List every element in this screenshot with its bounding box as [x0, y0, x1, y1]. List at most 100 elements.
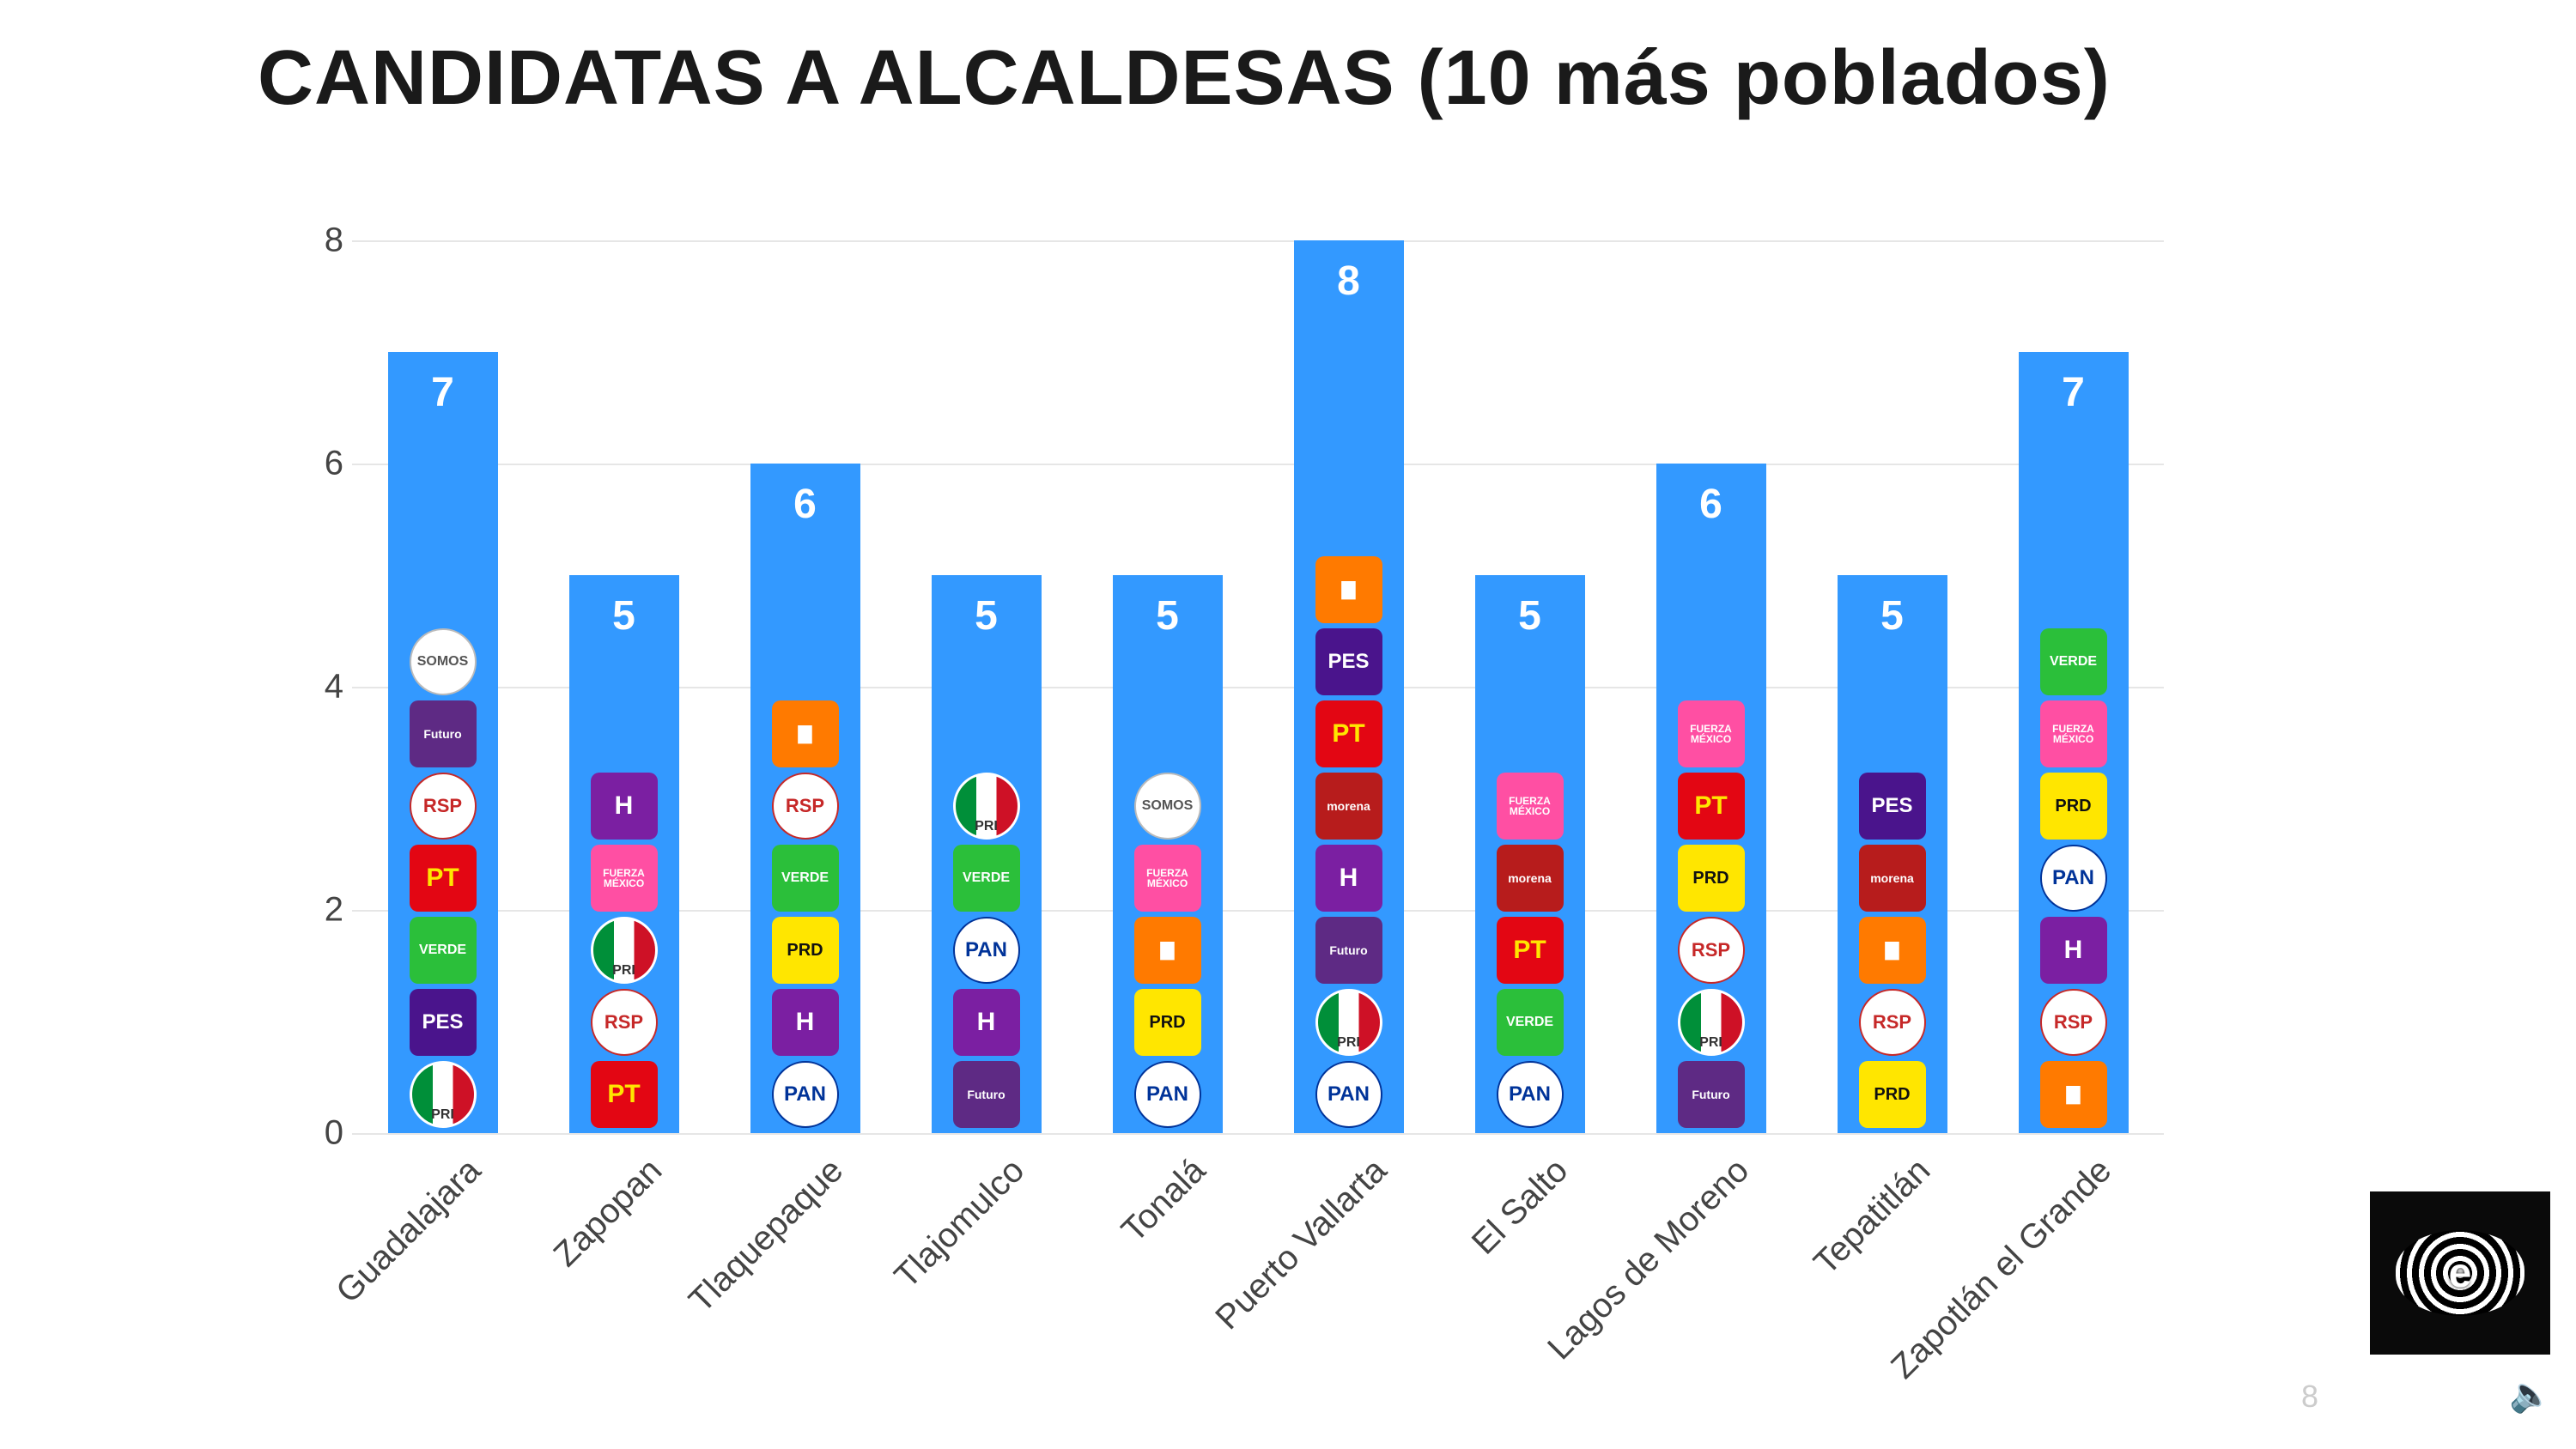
party-logo-morena: morena — [1497, 845, 1564, 912]
party-icon-stack: PANHPRDVERDERSP▇ — [772, 700, 839, 1128]
bar: 5 PANVERDEPTmorenaFUERZA MÉXICO — [1475, 575, 1585, 1133]
bar-value-label: 7 — [2019, 369, 2129, 416]
party-logo-pri: PRI — [953, 773, 1020, 840]
x-tick-label: El Salto — [1446, 1133, 1576, 1263]
x-tick-label: Tlaquepaque — [663, 1133, 850, 1320]
party-logo-somos: SOMOS — [1134, 773, 1201, 840]
party-logo-futuro: Futuro — [953, 1061, 1020, 1128]
bar-value-label: 6 — [750, 481, 860, 528]
x-tick-label: Tepatitlán — [1788, 1133, 1937, 1282]
party-logo-hagamos: H — [2040, 917, 2107, 984]
grid-line — [352, 240, 2164, 242]
page-number: 8 — [2301, 1379, 2318, 1415]
party-logo-mc: ▇ — [2040, 1061, 2107, 1128]
party-logo-verde: VERDE — [2040, 628, 2107, 695]
party-icon-stack: ▇RSPHPANPRDFUERZA MÉXICOVERDE — [2040, 628, 2107, 1128]
party-logo-fuerza: FUERZA MÉXICO — [1678, 700, 1745, 767]
bar-value-label: 5 — [569, 592, 679, 640]
bar-value-label: 7 — [388, 369, 498, 416]
bar-value-label: 8 — [1294, 258, 1404, 305]
party-logo-pri: PRI — [591, 917, 658, 984]
eye-icon — [2396, 1230, 2524, 1316]
party-logo-prd: PRD — [1678, 845, 1745, 912]
party-logo-morena: morena — [1859, 845, 1926, 912]
page-title: CANDIDATAS A ALCALDESAS (10 más poblados… — [258, 34, 2111, 123]
party-logo-hagamos: H — [1315, 845, 1382, 912]
party-logo-pri: PRI — [1678, 989, 1745, 1056]
party-logo-futuro: Futuro — [1678, 1061, 1745, 1128]
party-logo-hagamos: H — [591, 773, 658, 840]
grid-line — [352, 464, 2164, 465]
party-logo-prd: PRD — [1859, 1061, 1926, 1128]
party-logo-futuro: Futuro — [410, 700, 477, 767]
speaker-muted-icon: 🔈 — [2509, 1374, 2552, 1415]
party-logo-rsp: RSP — [772, 773, 839, 840]
party-logo-rsp: RSP — [410, 773, 477, 840]
y-tick-label: 0 — [301, 1114, 343, 1153]
party-logo-verde: VERDE — [410, 917, 477, 984]
bar: 6 PANHPRDVERDERSP▇ — [750, 464, 860, 1133]
party-logo-fuerza: FUERZA MÉXICO — [1497, 773, 1564, 840]
party-logo-pes: PES — [410, 989, 477, 1056]
party-logo-mc: ▇ — [772, 700, 839, 767]
party-logo-hagamos: H — [953, 989, 1020, 1056]
party-icon-stack: PANPRD▇FUERZA MÉXICOSOMOS — [1134, 773, 1201, 1128]
x-tick-label: Guadalajara — [310, 1133, 488, 1311]
plot-area: 024687PRIPESVERDEPTRSPFuturoSOMOSGuadala… — [352, 240, 2164, 1133]
party-logo-pan: PAN — [772, 1061, 839, 1128]
party-logo-pt: PT — [1497, 917, 1564, 984]
party-logo-fuerza: FUERZA MÉXICO — [1134, 845, 1201, 912]
party-logo-rsp: RSP — [1678, 917, 1745, 984]
party-logo-pan: PAN — [1315, 1061, 1382, 1128]
party-logo-pan: PAN — [953, 917, 1020, 984]
bar: 5 PTRSPPRIFUERZA MÉXICOH — [569, 575, 679, 1133]
party-logo-verde: VERDE — [1497, 989, 1564, 1056]
party-icon-stack: PRIPESVERDEPTRSPFuturoSOMOS — [410, 628, 477, 1128]
party-logo-pri: PRI — [410, 1061, 477, 1128]
party-logo-rsp: RSP — [591, 989, 658, 1056]
bar-value-label: 5 — [1838, 592, 1947, 640]
bar-chart: Total mujeres candidatas 024687PRIPESVER… — [249, 240, 2164, 1167]
party-icon-stack: PRDRSP▇morenaPES — [1859, 773, 1926, 1128]
party-logo-somos: SOMOS — [410, 628, 477, 695]
bar: 6 FuturoPRIRSPPRDPTFUERZA MÉXICO — [1656, 464, 1766, 1133]
party-logo-pt: PT — [591, 1061, 658, 1128]
bar-value-label: 5 — [932, 592, 1042, 640]
x-tick-label: Tlajomulco — [869, 1133, 1032, 1296]
party-icon-stack: FuturoHPANVERDEPRI — [953, 773, 1020, 1128]
party-logo-prd: PRD — [1134, 989, 1201, 1056]
party-icon-stack: FuturoPRIRSPPRDPTFUERZA MÉXICO — [1678, 700, 1745, 1128]
slide-stage: CANDIDATAS A ALCALDESAS (10 más poblados… — [0, 0, 2576, 1449]
party-logo-pt: PT — [1315, 700, 1382, 767]
x-tick-label: Zapopan — [528, 1133, 670, 1275]
bar: 5 PRDRSP▇morenaPES — [1838, 575, 1947, 1133]
party-logo-verde: VERDE — [772, 845, 839, 912]
bar: 8PANPRIFuturoHmorenaPTPES▇ — [1294, 240, 1404, 1133]
x-tick-label: Tonalá — [1096, 1133, 1212, 1250]
party-logo-rsp: RSP — [2040, 989, 2107, 1056]
y-tick-label: 2 — [301, 891, 343, 930]
y-tick-label: 8 — [301, 221, 343, 260]
bar: 5 FuturoHPANVERDEPRI — [932, 575, 1042, 1133]
party-logo-pes: PES — [1859, 773, 1926, 840]
bar: 7 PRIPESVERDEPTRSPFuturoSOMOS — [388, 352, 498, 1133]
party-logo-pan: PAN — [2040, 845, 2107, 912]
bar-value-label: 5 — [1113, 592, 1223, 640]
y-tick-label: 6 — [301, 445, 343, 483]
party-logo-morena: morena — [1315, 773, 1382, 840]
party-logo-pt: PT — [1678, 773, 1745, 840]
party-icon-stack: PANVERDEPTmorenaFUERZA MÉXICO — [1497, 773, 1564, 1128]
party-logo-verde: VERDE — [953, 845, 1020, 912]
party-logo-pan: PAN — [1134, 1061, 1201, 1128]
party-logo-pt: PT — [410, 845, 477, 912]
party-logo-hagamos: H — [772, 989, 839, 1056]
party-icon-stack: PTRSPPRIFUERZA MÉXICOH — [591, 773, 658, 1128]
bar-value-label: 6 — [1656, 481, 1766, 528]
party-logo-prd: PRD — [772, 917, 839, 984]
y-tick-label: 4 — [301, 668, 343, 706]
party-logo-mc: ▇ — [1315, 556, 1382, 623]
x-tick-label: Puerto Vallarta — [1190, 1133, 1394, 1337]
bar-value-label: 5 — [1475, 592, 1585, 640]
party-logo-prd: PRD — [2040, 773, 2107, 840]
party-logo-pri: PRI — [1315, 989, 1382, 1056]
